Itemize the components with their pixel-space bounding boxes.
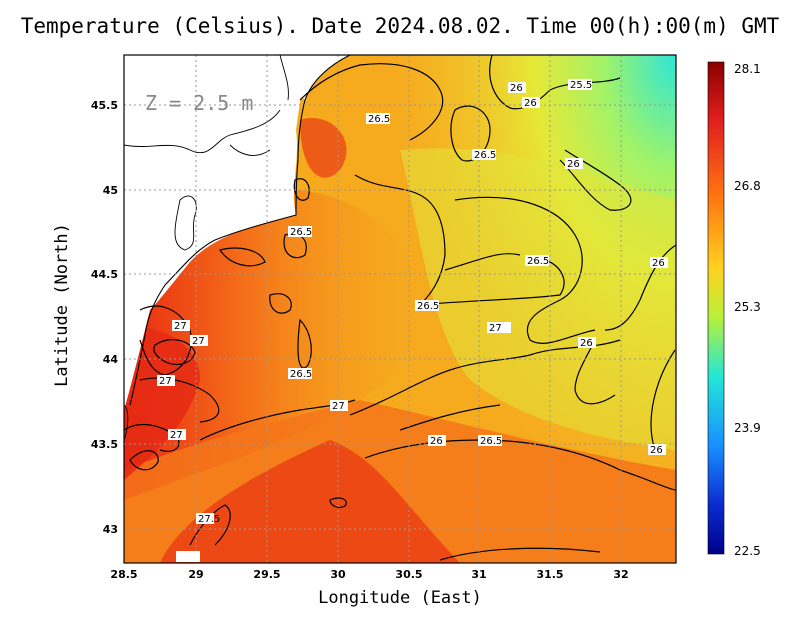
svg-text:26.5: 26.5 [474, 150, 496, 161]
contour-label: 26.5 [288, 226, 312, 238]
coastline [129, 55, 351, 406]
y-tick: 43.5 [91, 438, 118, 451]
x-tick: 32 [613, 568, 628, 581]
contour-label: 27 [157, 375, 175, 387]
x-tick: 31 [471, 568, 486, 581]
x-tick: 30 [330, 568, 346, 581]
y-tick-labels: 45.5 45 44.5 44 43.5 43 [91, 99, 118, 536]
x-tick: 29.5 [253, 568, 280, 581]
y-tick: 44.5 [91, 268, 118, 281]
depth-label: Z = 2.5 m [145, 91, 253, 115]
contour-label-group: 26 25.5 26 26.5 26.5 26 26.5 26 26.5 26.… [157, 79, 668, 562]
svg-text:26.5: 26.5 [290, 227, 312, 238]
contour-label: 26.5 [478, 435, 502, 447]
svg-text:26: 26 [567, 159, 580, 170]
svg-text:27: 27 [159, 376, 172, 387]
svg-text:27: 27 [332, 401, 345, 412]
land-mass [124, 55, 303, 410]
contour-label: 26 [522, 97, 540, 109]
contour-label: 26.5 [366, 113, 390, 125]
contour-label: 26.5 [472, 149, 496, 161]
yellow-band [400, 148, 676, 450]
contour-label: 25.5 [568, 79, 592, 91]
y-tick: 45.5 [91, 99, 118, 112]
svg-text:27: 27 [174, 321, 187, 332]
svg-text:26.5: 26.5 [368, 114, 390, 125]
contour-label: 27 [190, 335, 208, 347]
plot-frame [123, 54, 677, 564]
colorbar-label: 26.8 [734, 179, 761, 193]
grid-lines [124, 55, 676, 563]
contour-label: 27.5 [196, 513, 220, 525]
colorbar-label: 22.5 [734, 544, 761, 558]
contour-label: 26.5 [525, 255, 549, 267]
coast-south-line [124, 404, 129, 441]
x-tick: 29 [188, 568, 203, 581]
contour-label: 27 [172, 320, 190, 332]
colorbar [707, 61, 725, 555]
x-tick: 28.5 [110, 568, 137, 581]
coast-north-line [279, 55, 289, 101]
colorbar-label: 28.1 [734, 62, 761, 76]
contour-label: 26 [428, 435, 446, 447]
hot-south-core [160, 440, 460, 563]
contour-label: 26 [578, 337, 596, 349]
contour-label: 27 [487, 322, 511, 334]
contour-label [176, 551, 200, 562]
x-axis-label: Longitude (East) [318, 588, 482, 608]
colorbar-label: 23.9 [734, 421, 761, 435]
colorbar-label: 25.3 [734, 300, 761, 314]
y-tick: 45 [103, 184, 118, 197]
lagoon-outline [174, 195, 197, 251]
svg-text:26.5: 26.5 [480, 436, 502, 447]
contour-label: 26 [648, 444, 666, 456]
contour-label: 26 [508, 82, 526, 94]
contour-label: 27 [168, 429, 186, 441]
svg-text:27: 27 [489, 323, 502, 334]
y-tick: 44 [103, 353, 119, 366]
y-axis-label: Latitude (North) [52, 223, 72, 387]
svg-text:26: 26 [650, 445, 663, 456]
hot-north-spot [300, 118, 347, 178]
temperature-field [124, 55, 676, 563]
colorbar-labels: 28.1 26.8 25.3 23.9 22.5 [734, 62, 761, 558]
contour-label: 26.5 [415, 300, 439, 312]
svg-text:25.5: 25.5 [570, 80, 592, 91]
x-tick: 30.5 [395, 568, 422, 581]
chart-title: Temperature (Celsius). Date 2024.08.02. … [20, 14, 780, 38]
svg-text:26: 26 [652, 258, 665, 269]
svg-text:26.5: 26.5 [417, 301, 439, 312]
svg-text:26: 26 [524, 98, 537, 109]
contour-label: 27 [330, 400, 348, 412]
svg-text:26: 26 [430, 436, 443, 447]
contour-label: 26.5 [288, 368, 312, 380]
svg-text:26.5: 26.5 [527, 256, 549, 267]
y-tick: 43 [103, 523, 118, 536]
svg-text:26: 26 [580, 338, 593, 349]
svg-text:27: 27 [192, 336, 205, 347]
contour-label: 26 [650, 257, 668, 269]
contour-label: 26 [565, 158, 583, 170]
svg-text:26.5: 26.5 [290, 369, 312, 380]
x-tick: 31.5 [536, 568, 563, 581]
inland-lake-outline [124, 109, 281, 156]
land-north [298, 55, 350, 100]
warm-west-region [124, 190, 422, 500]
x-tick-labels: 28.5 29 29.5 30 30.5 31 31.5 32 [110, 568, 628, 581]
svg-text:27.5: 27.5 [198, 514, 220, 525]
svg-text:26: 26 [510, 83, 523, 94]
svg-text:27: 27 [170, 430, 183, 441]
